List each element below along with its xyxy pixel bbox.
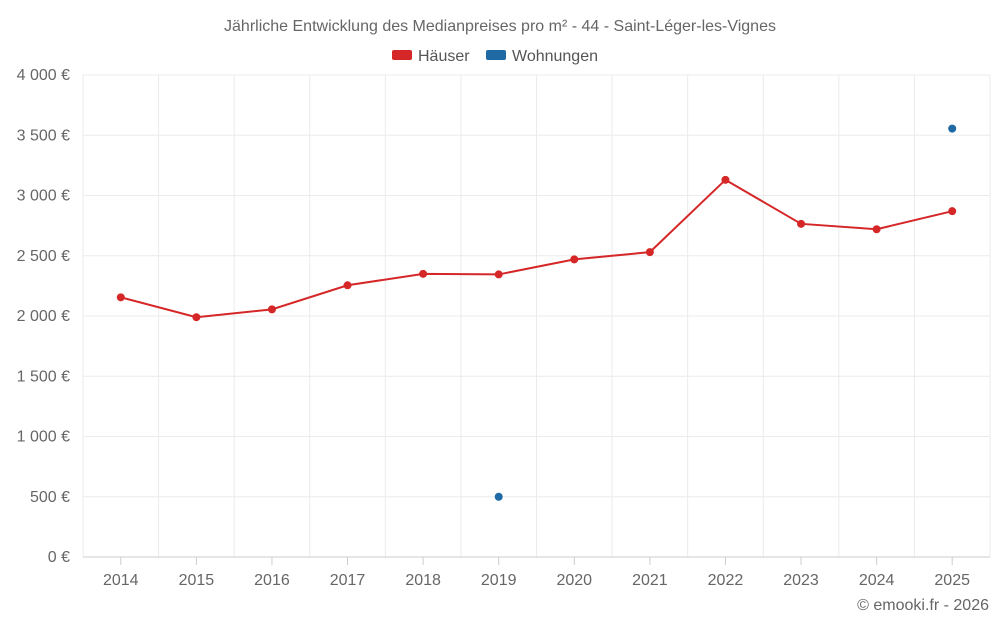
legend-swatch-haeuser [392,50,412,60]
x-tick-label: 2023 [783,572,819,589]
x-tick-label: 2018 [405,572,441,589]
series-1 [494,124,957,501]
data-point[interactable] [343,281,352,290]
x-tick-label: 2015 [179,572,215,589]
x-tick-label: 2019 [481,572,517,589]
data-point[interactable] [797,219,806,228]
data-point[interactable] [116,293,125,302]
legend-label-wohnungen: Wohnungen [512,48,598,65]
x-tick-label: 2022 [708,572,744,589]
series-line-0 [120,178,953,319]
y-tick-label: 0 € [48,549,70,566]
grid [82,74,991,557]
y-tick-label: 2 000 € [17,308,70,325]
x-tick-label: 2014 [103,572,139,589]
x-tick-label: 2017 [330,572,366,589]
chart-title: Jährliche Entwicklung des Medianpreises … [224,18,776,35]
data-point[interactable] [419,269,428,278]
data-point[interactable] [494,270,503,279]
data-point[interactable] [192,313,201,322]
y-tick-label: 3 000 € [17,188,70,205]
series-0 [116,175,957,322]
x-tick-label: 2016 [254,572,290,589]
x-tick-label: 2024 [859,572,895,589]
y-tick-label: 1 500 € [17,368,70,385]
legend-item-haeuser[interactable]: Häuser [392,48,470,65]
x-tick-label: 2025 [934,572,970,589]
data-point[interactable] [872,225,881,234]
data-point[interactable] [570,255,579,264]
series [116,124,957,501]
axes: 0 € 500 € 1 000 € 1 500 € 2 000 € 2 500 € 3 00… [17,67,990,589]
y-tick-label: 2 500 € [17,248,70,265]
x-tick-label: 2021 [632,572,668,589]
legend: Häuser Wohnungen [392,48,598,65]
data-point[interactable] [948,124,957,133]
y-tick-label: 500 € [30,489,70,506]
legend-item-wohnungen[interactable]: Wohnungen [486,48,598,65]
credit-text: © emooki.fr - 2026 [857,597,989,614]
data-point[interactable] [948,207,957,216]
data-point[interactable] [494,492,503,501]
data-point[interactable] [267,305,276,314]
y-tick-label: 4 000 € [17,67,70,84]
data-point[interactable] [721,175,730,184]
x-tick-label: 2020 [556,572,592,589]
legend-label-haeuser: Häuser [418,48,470,65]
y-tick-label: 3 500 € [17,127,70,144]
y-tick-label: 1 000 € [17,429,70,446]
legend-swatch-wohnungen [486,50,506,60]
data-point[interactable] [645,248,654,257]
